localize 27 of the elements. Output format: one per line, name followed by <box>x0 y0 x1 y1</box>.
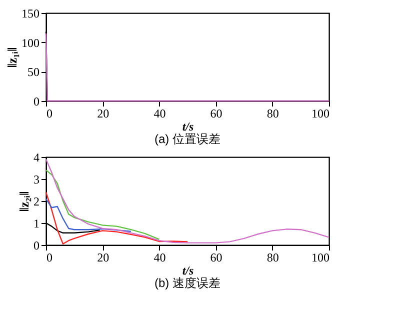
x-tick-label: 0 <box>46 250 52 264</box>
x-tick-label: 0 <box>46 106 52 120</box>
text: (a) 位置误差 <box>154 132 220 146</box>
x-tick-label: 80 <box>266 250 279 264</box>
x-tick-label: 40 <box>154 106 166 120</box>
x-tick-label: 20 <box>97 250 110 264</box>
y-tick-label: 100 <box>22 36 40 50</box>
y-tick-label: 50 <box>28 65 40 80</box>
x-tick-label: 60 <box>210 250 222 264</box>
x-tick-label: 20 <box>97 106 110 120</box>
x-axis-title: t/s <box>182 120 194 134</box>
y-tick-label: 4 <box>34 150 40 164</box>
y-axis-title: ‖z₂ᵢ‖ <box>16 191 32 212</box>
y-tick-label: 0 <box>34 238 40 252</box>
y-tick-label: 0 <box>34 94 40 108</box>
text: (b) 速度误差 <box>154 276 220 290</box>
x-axis-title: t/s <box>182 264 194 278</box>
y-tick-label: 1 <box>34 216 40 230</box>
x-tick-label: 60 <box>210 106 222 120</box>
y-tick-label: 150 <box>22 6 40 20</box>
y-tick-label: 2 <box>34 194 40 208</box>
y-tick-label: 3 <box>34 172 40 186</box>
x-tick-label: 100 <box>312 106 330 120</box>
y-axis-title: ‖z₁ᵢ‖ <box>4 47 20 68</box>
x-tick-label: 80 <box>266 106 279 120</box>
x-tick-label: 100 <box>312 250 330 264</box>
x-tick-label: 40 <box>154 250 166 264</box>
